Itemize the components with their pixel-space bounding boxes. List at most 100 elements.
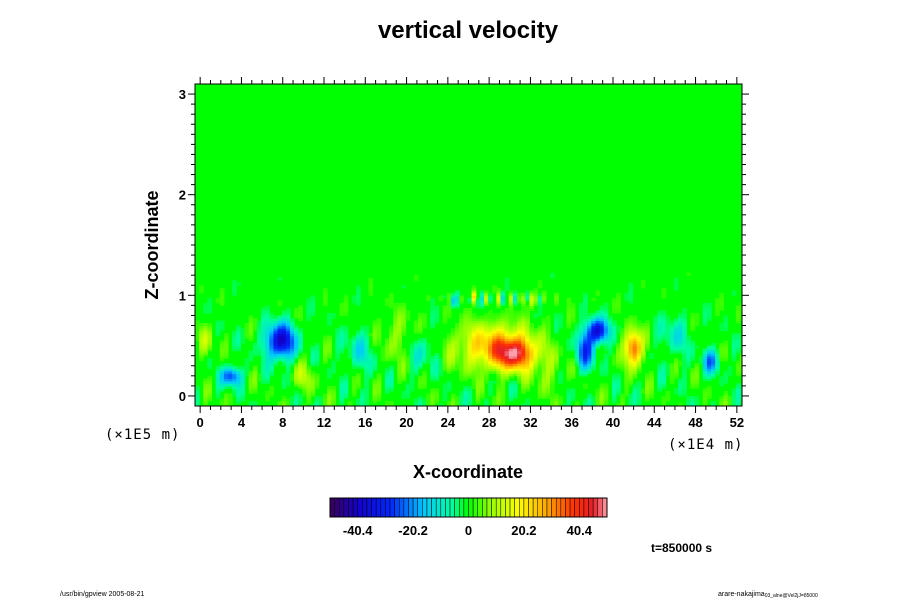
heatmap-cell: [261, 307, 266, 312]
heatmap-cell: [430, 312, 436, 317]
heatmap-cell: [479, 360, 485, 364]
heatmap-cell: [389, 333, 394, 337]
heatmap-cell: [417, 380, 423, 384]
heatmap-cell: [545, 385, 551, 389]
heatmap-cell: [554, 292, 559, 296]
heatmap-cell: [269, 355, 275, 359]
heatmap-cell: [632, 333, 638, 337]
heatmap-cell: [644, 378, 650, 382]
heatmap-cell: [483, 378, 489, 382]
heatmap-cell: [678, 348, 683, 352]
heatmap-cell: [583, 338, 588, 342]
heatmap-cell: [195, 398, 200, 402]
heatmap-cell: [219, 358, 225, 362]
heatmap-cell: [545, 380, 551, 384]
heatmap-cell: [281, 358, 287, 362]
x-tick-label: 44: [647, 415, 662, 430]
heatmap-cell: [512, 317, 518, 322]
heatmap-cell: [558, 398, 564, 402]
heatmap-cell: [372, 340, 378, 344]
heatmap-cell: [723, 340, 729, 344]
heatmap-cell: [690, 358, 696, 362]
heatmap-cell: [512, 343, 518, 347]
heatmap-cell: [199, 287, 204, 291]
heatmap-cell: [533, 338, 539, 342]
heatmap-cell: [500, 315, 506, 319]
heatmap-cell: [550, 385, 555, 389]
heatmap-cell: [554, 350, 559, 354]
heatmap-cell: [450, 297, 456, 301]
heatmap-cell: [653, 320, 658, 324]
heatmap-cell: [343, 383, 349, 387]
heatmap-cell: [607, 343, 613, 347]
heatmap-cell: [265, 338, 270, 342]
heatmap-cell: [653, 343, 658, 347]
heatmap-cell: [554, 365, 559, 369]
heatmap-cell: [541, 297, 547, 301]
heatmap-cell: [479, 325, 485, 329]
heatmap-cell: [467, 395, 473, 400]
heatmap-cell: [368, 282, 374, 286]
heatmap-cell: [644, 348, 650, 352]
heatmap-cell: [409, 375, 415, 379]
heatmap-cell: [389, 353, 394, 357]
heatmap-cell: [488, 370, 493, 374]
heatmap-cell: [413, 398, 419, 402]
heatmap-cell: [587, 353, 592, 357]
heatmap-cell: [285, 338, 291, 342]
heatmap-cell: [483, 330, 489, 334]
heatmap-cell: [661, 403, 667, 406]
heatmap-cell: [682, 378, 687, 382]
heatmap-cell: [335, 333, 341, 337]
heatmap-cell: [521, 320, 526, 324]
heatmap-cell: [529, 330, 535, 334]
heatmap-cell: [632, 385, 638, 389]
heatmap-cell: [207, 358, 213, 362]
heatmap-cell: [616, 365, 621, 369]
heatmap-cell: [665, 365, 671, 369]
heatmap-cell: [512, 328, 518, 332]
heatmap-cell: [232, 380, 237, 384]
colorbar-segment: [583, 497, 589, 518]
heatmap-cell: [735, 307, 741, 312]
heatmap-cell: [624, 295, 630, 299]
heatmap-cell: [583, 398, 588, 402]
heatmap-cell: [673, 343, 679, 347]
colorbar-segment: [338, 497, 345, 518]
heatmap-cell: [620, 368, 625, 372]
heatmap-cell: [277, 315, 283, 319]
heatmap-cell: [389, 300, 394, 304]
heatmap-cell: [611, 380, 617, 384]
heatmap-cell: [364, 380, 369, 384]
heatmap-cell: [607, 353, 613, 357]
heatmap-cell: [558, 353, 564, 357]
heatmap-cell: [356, 363, 361, 367]
heatmap-cell: [281, 398, 287, 402]
heatmap-cell: [500, 322, 506, 327]
heatmap-cell: [591, 363, 597, 367]
heatmap-cell: [409, 355, 415, 359]
heatmap-cell: [554, 348, 559, 352]
heatmap-cell: [496, 315, 502, 319]
heatmap-cell: [405, 370, 411, 374]
heatmap-cell: [475, 297, 481, 301]
heatmap-cell: [446, 312, 452, 317]
heatmap-cell: [591, 335, 597, 339]
heatmap-cell: [434, 320, 440, 324]
heatmap-cell: [488, 355, 493, 359]
heatmap-cell: [669, 325, 675, 329]
heatmap-cell: [521, 378, 526, 382]
heatmap-cell: [719, 322, 725, 327]
heatmap-cell: [706, 317, 712, 322]
heatmap-cell: [521, 388, 526, 392]
heatmap-cell: [364, 400, 369, 405]
heatmap-cell: [483, 400, 489, 405]
heatmap-cell: [463, 373, 469, 377]
heatmap-cell: [228, 368, 233, 372]
heatmap-cell: [682, 385, 687, 389]
heatmap-cell: [401, 370, 407, 374]
heatmap-cell: [545, 343, 551, 347]
heatmap-cell: [310, 345, 316, 349]
heatmap-cell: [500, 385, 506, 389]
heatmap-cell: [442, 312, 448, 317]
